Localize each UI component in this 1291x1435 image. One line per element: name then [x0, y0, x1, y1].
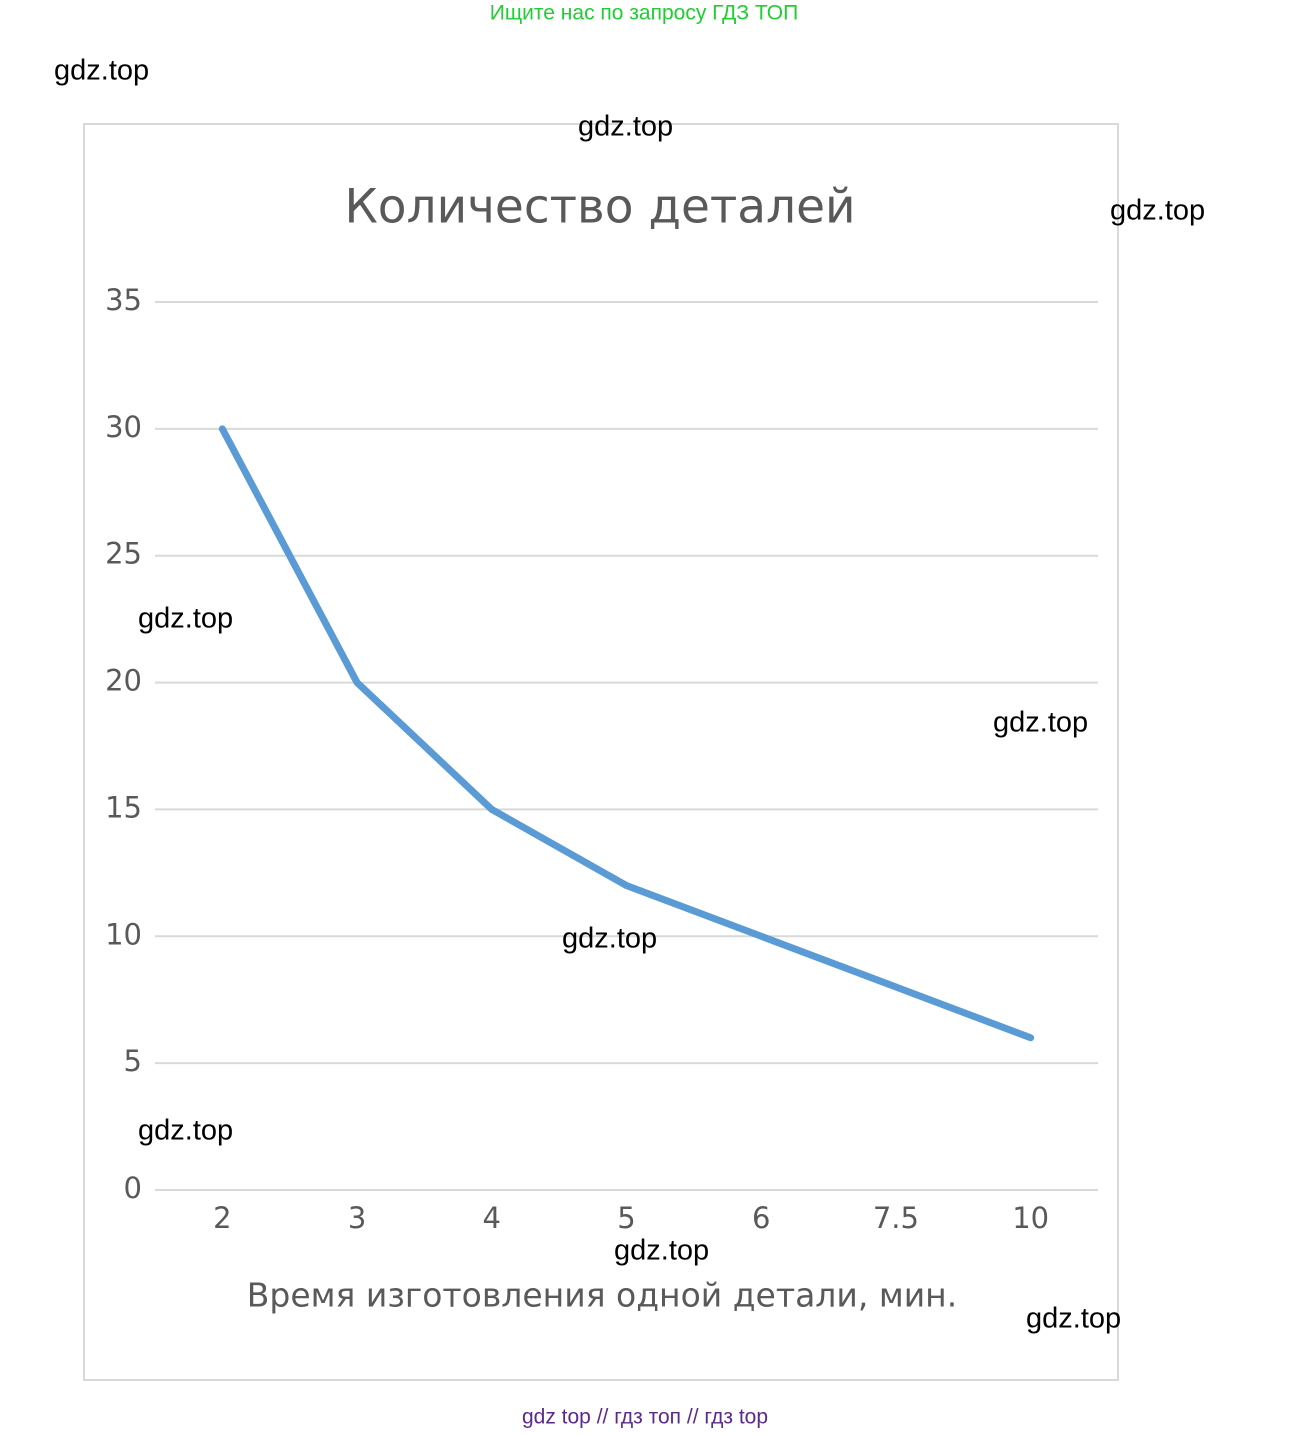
watermark: gdz.top — [1110, 195, 1205, 227]
x-tick-label: 4 — [483, 1201, 501, 1235]
y-tick-label: 15 — [105, 790, 142, 824]
watermark: gdz.top — [578, 111, 673, 143]
watermark: gdz.top — [993, 707, 1088, 739]
y-tick-label: 35 — [105, 283, 142, 317]
watermark: gdz.top — [614, 1235, 709, 1267]
x-tick-label: 7.5 — [873, 1201, 919, 1235]
data-line — [218, 425, 1035, 1042]
x-axis-label: Время изготовления одной детали, мин. — [247, 1276, 957, 1315]
y-tick-label: 0 — [124, 1171, 142, 1205]
x-tick-label: 5 — [617, 1201, 635, 1235]
y-tick-label: 25 — [105, 537, 142, 571]
x-tick-label: 6 — [752, 1201, 770, 1235]
chart-frame — [83, 123, 1119, 1381]
y-tick-label: 20 — [105, 664, 142, 698]
y-tick-label: 5 — [124, 1044, 142, 1078]
x-tick-label: 10 — [1012, 1201, 1049, 1235]
chart-title: Количество деталей — [344, 180, 855, 235]
watermark: gdz.top — [138, 603, 233, 635]
x-tick-label: 3 — [348, 1201, 366, 1235]
watermark: gdz.top — [1026, 1303, 1121, 1335]
footer: gdz top // гдз топ // гдз top — [522, 1406, 768, 1429]
y-tick-label: 10 — [105, 917, 142, 951]
header: Ищите нас по запросу ГДЗ ТОП — [490, 2, 798, 25]
watermark: gdz.top — [54, 55, 149, 87]
x-tick-label: 2 — [213, 1201, 231, 1235]
y-tick-label: 30 — [105, 410, 142, 444]
watermark: gdz.top — [138, 1115, 233, 1147]
watermark: gdz.top — [562, 923, 657, 955]
